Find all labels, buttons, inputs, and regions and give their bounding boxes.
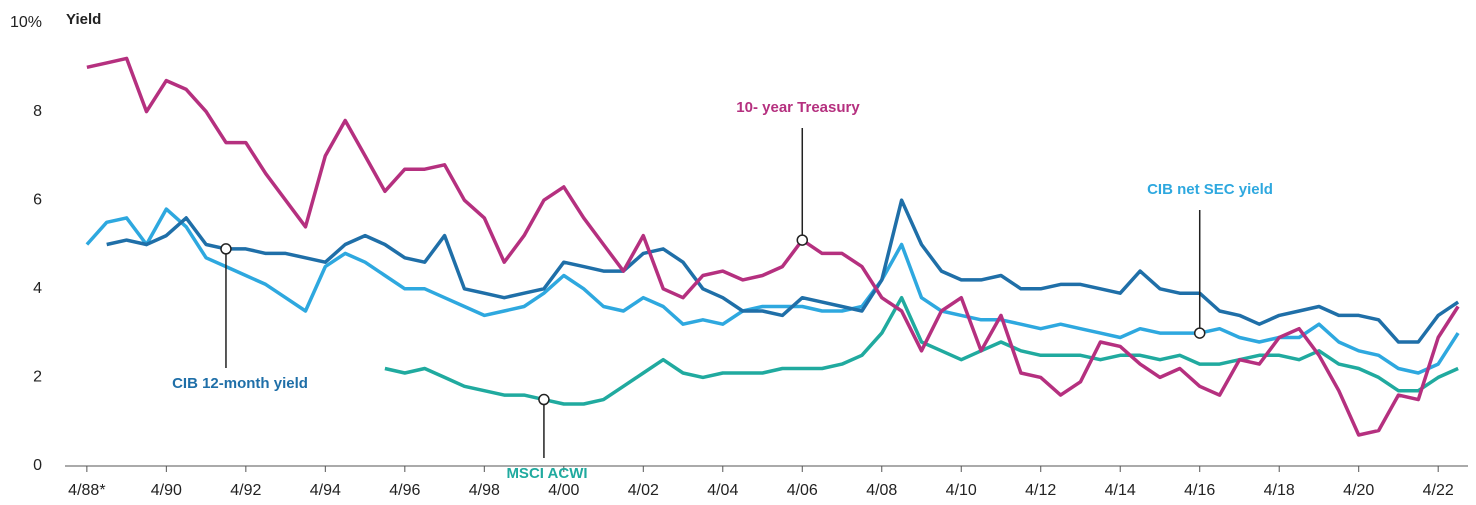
x-tick-label: 4/88* [68,482,105,499]
callout-dot [538,393,550,406]
x-tick-label: 4/04 [707,482,738,499]
x-tick-label: 4/90 [151,482,182,499]
y-tick-label: 4 [33,280,42,297]
x-tick-label: 4/06 [787,482,818,499]
series-line [106,198,1460,344]
x-tick-label: 4/18 [1264,482,1295,499]
y-tick-label: 0 [33,457,42,474]
x-tick-label: 4/10 [946,482,977,499]
y-axis-label: Yield [66,11,101,28]
x-tick-label: 4/00 [548,482,579,499]
x-tick-label: 4/96 [389,482,420,499]
x-tick-label: 4/14 [1105,482,1136,499]
series-line [384,295,1459,406]
x-tick-label: 4/20 [1343,482,1374,499]
legend-label: 10- year Treasury [736,99,860,116]
x-tick-label: 4/02 [628,482,659,499]
series-line [85,207,1460,375]
y-tick-label: 8 [33,103,42,120]
x-tick-label: 4/12 [1025,482,1056,499]
x-tick-label: 4/92 [230,482,261,499]
legend-label: CIB net SEC yield [1147,181,1273,198]
legend-label: MSCI ACWI [506,465,587,482]
callout-dot [1193,327,1206,339]
callout-dot [220,243,232,255]
x-tick-label: 4/94 [310,482,341,499]
x-tick-label: 4/08 [866,482,897,499]
callout-dot [796,234,809,246]
x-tick-label: 4/16 [1184,482,1215,499]
x-tick-label: 4/22 [1423,482,1454,499]
y-tick-label: 2 [33,369,42,386]
legend-label: CIB 12-month yield [172,375,308,392]
y-tick-label: 6 [33,191,42,208]
series-line [86,56,1460,437]
x-tick-label: 4/98 [469,482,500,499]
y-tick-label: 10% [10,14,42,31]
